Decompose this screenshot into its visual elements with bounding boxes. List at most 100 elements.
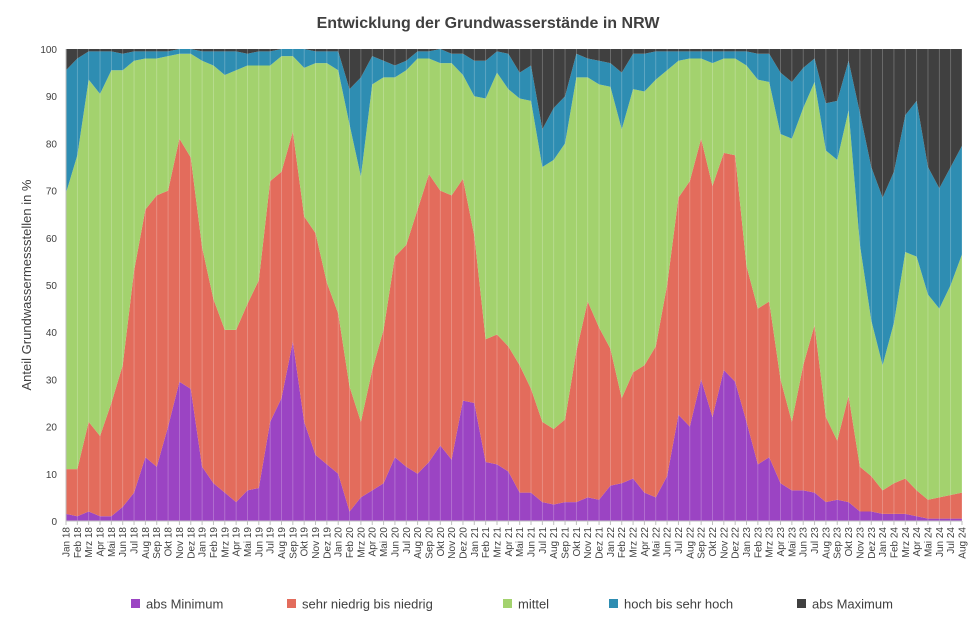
legend-swatch-hoch-bis-sehr-hoch — [609, 599, 618, 608]
y-tick-label: 90 — [46, 92, 58, 103]
y-tick-label: 30 — [46, 375, 58, 386]
x-tick-label: Jul 20 — [402, 527, 413, 554]
x-tick-label: Mrz 22 — [629, 527, 640, 558]
legend-swatch-abs-minimum — [131, 599, 140, 608]
x-tick-label: Jul 22 — [674, 527, 685, 554]
x-tick-label: Mai 21 — [515, 527, 526, 557]
y-tick-label: 80 — [46, 139, 58, 150]
x-tick-label: Mai 24 — [923, 527, 934, 557]
y-tick-label: 0 — [51, 517, 57, 528]
x-tick-label: Feb 22 — [617, 527, 628, 559]
x-tick-label: Aug 18 — [141, 527, 152, 559]
x-tick-label: Jun 22 — [663, 527, 674, 557]
x-tick-label: Jun 19 — [254, 527, 265, 557]
x-tick-label: Feb 20 — [345, 527, 356, 559]
x-tick-label: Aug 20 — [413, 527, 424, 559]
x-tick-label: Mai 18 — [107, 527, 118, 557]
legend-swatch-abs-maximum — [797, 599, 806, 608]
y-tick-label: 40 — [46, 328, 58, 339]
x-tick-label: Feb 18 — [73, 527, 84, 559]
x-tick-label: Okt 22 — [708, 527, 719, 557]
y-tick-label: 10 — [46, 470, 58, 481]
x-tick-label: Dez 20 — [458, 527, 469, 559]
y-axis-label: Anteil Grundwassermessstellen in % — [19, 179, 34, 390]
x-axis: Jan 18 Feb 18 Mrz 18 Apr 18 Mai 18 Jun 18 Jul … — [62, 520, 969, 559]
legend-label-abs-minimum: abs Minimum — [146, 597, 223, 612]
x-tick-label: Aug 19 — [277, 527, 288, 559]
x-tick-label: Mrz 23 — [765, 527, 776, 558]
x-tick-label: Sep 22 — [697, 527, 708, 559]
y-tick-label: 20 — [46, 423, 58, 434]
x-tick-label: Mrz 18 — [84, 527, 95, 558]
x-tick-label: Jan 22 — [606, 527, 617, 557]
legend: abs Minimum sehr niedrig bis niedrig mitte… — [131, 597, 893, 612]
legend-label-sehr-niedrig-bis-niedrig: sehr niedrig bis niedrig — [302, 597, 433, 612]
x-tick-label: Nov 23 — [855, 527, 866, 559]
x-tick-label: Mrz 20 — [356, 527, 367, 558]
x-tick-label: Jun 24 — [935, 527, 946, 557]
x-tick-label: Apr 20 — [368, 527, 379, 557]
x-tick-label: Jan 24 — [878, 527, 889, 557]
x-tick-label: Okt 23 — [844, 527, 855, 557]
x-tick-label: Aug 22 — [685, 527, 696, 559]
x-tick-label: Apr 19 — [232, 527, 243, 557]
x-tick-label: Okt 18 — [164, 527, 175, 557]
x-tick-label: Dez 21 — [595, 527, 606, 559]
y-tick-label: 100 — [40, 45, 57, 56]
x-tick-label: Feb 19 — [209, 527, 220, 559]
x-tick-label: Aug 23 — [821, 527, 832, 559]
x-tick-label: Jul 24 — [946, 527, 957, 554]
x-tick-label: Apr 21 — [504, 527, 515, 557]
x-tick-label: Feb 21 — [481, 527, 492, 559]
x-tick-label: Sep 23 — [833, 527, 844, 559]
legend-label-mittel: mittel — [518, 597, 549, 612]
y-tick-label: 70 — [46, 187, 58, 198]
x-tick-label: Aug 24 — [958, 527, 969, 559]
x-tick-label: Okt 19 — [300, 527, 311, 557]
x-tick-label: Mai 20 — [379, 527, 390, 557]
x-tick-label: Apr 23 — [776, 527, 787, 557]
x-tick-label: Jan 21 — [470, 527, 481, 557]
x-tick-label: Jul 21 — [538, 527, 549, 554]
x-tick-label: Jan 19 — [198, 527, 209, 557]
y-tick-label: 50 — [46, 281, 58, 292]
legend-swatch-sehr-niedrig-bis-niedrig — [287, 599, 296, 608]
x-tick-label: Mrz 24 — [901, 527, 912, 558]
x-tick-label: Aug 21 — [549, 527, 560, 559]
x-tick-label: Mrz 19 — [220, 527, 231, 558]
x-tick-label: Okt 20 — [436, 527, 447, 557]
x-tick-label: Dez 22 — [731, 527, 742, 559]
x-tick-label: Feb 24 — [889, 527, 900, 559]
x-tick-label: Jun 23 — [799, 527, 810, 557]
x-tick-label: Jun 18 — [118, 527, 129, 557]
area-series-sehr-niedrig-bis-niedrig — [66, 131, 962, 519]
x-tick-label: Dez 23 — [867, 527, 878, 559]
chart-title: Entwicklung der Grundwasserstände in NRW — [317, 15, 661, 32]
area-series-abs-minimum — [66, 341, 962, 521]
x-tick-label: Apr 22 — [640, 527, 651, 557]
x-tick-label: Okt 21 — [572, 527, 583, 557]
x-tick-label: Jan 20 — [334, 527, 345, 557]
x-tick-label: Nov 21 — [583, 527, 594, 559]
x-tick-label: Apr 18 — [96, 527, 107, 557]
x-tick-label: Nov 20 — [447, 527, 458, 559]
x-tick-label: Sep 21 — [561, 527, 572, 559]
x-tick-label: Jul 19 — [266, 527, 277, 554]
x-tick-label: Jul 18 — [130, 527, 141, 554]
x-tick-label: Jul 23 — [810, 527, 821, 554]
y-tick-label: 60 — [46, 234, 58, 245]
x-tick-label: Mai 19 — [243, 527, 254, 557]
x-tick-label: Jun 20 — [390, 527, 401, 557]
legend-swatch-mittel — [503, 599, 512, 608]
x-tick-label: Feb 23 — [753, 527, 764, 559]
x-tick-label: Jan 18 — [62, 527, 73, 557]
x-tick-label: Sep 20 — [424, 527, 435, 559]
area-series-abs-maximum — [66, 49, 962, 198]
x-tick-label: Nov 18 — [175, 527, 186, 559]
x-tick-label: Nov 19 — [311, 527, 322, 559]
x-tick-label: Mai 22 — [651, 527, 662, 557]
x-tick-label: Dez 18 — [186, 527, 197, 559]
x-tick-label: Mai 23 — [787, 527, 798, 557]
area-series-mittel — [66, 53, 962, 500]
